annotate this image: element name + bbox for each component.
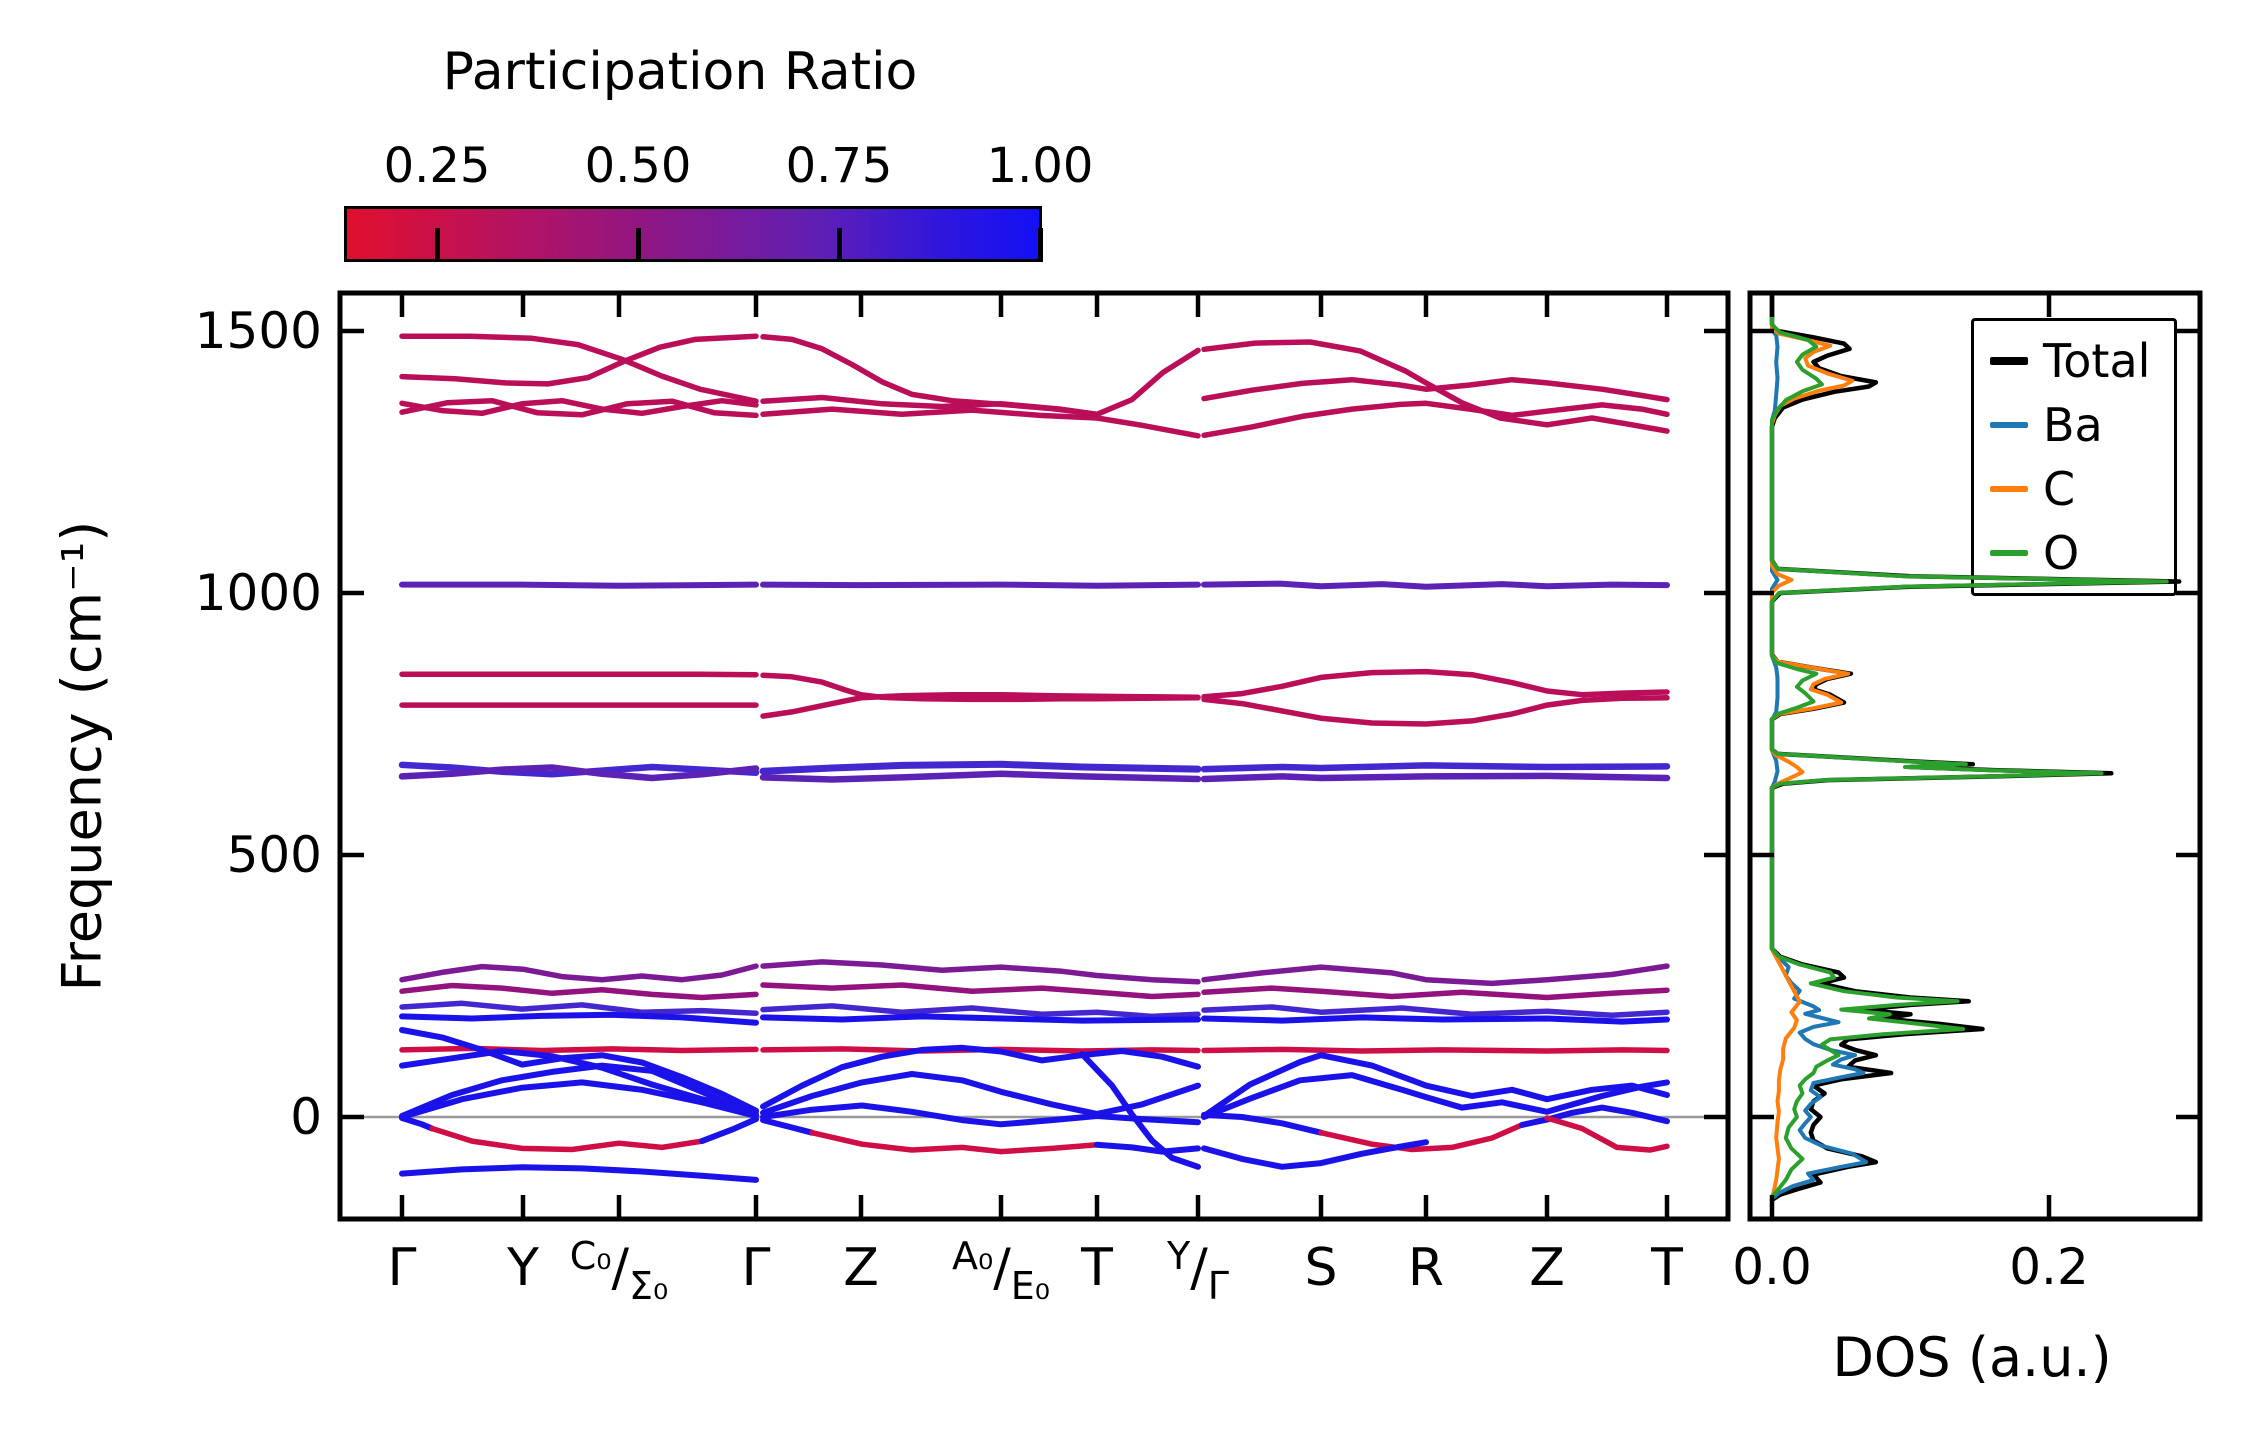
colorbar-tick-label: 0.75	[785, 138, 893, 194]
kpoint-label: Y	[507, 1238, 539, 1298]
frequency-tick-label: 1000	[194, 564, 322, 622]
kpoint-label: Γ	[387, 1238, 417, 1298]
colorbar-tick	[1038, 228, 1043, 262]
legend-item-c: C	[1990, 466, 2174, 512]
legend-item-o: O	[1990, 530, 2174, 576]
legend-item-ba: Ba	[1990, 402, 2174, 448]
kpoint-label: Z	[843, 1238, 879, 1298]
kpoint-label: R	[1407, 1238, 1445, 1298]
frequency-tick-label: 1500	[194, 302, 322, 360]
kpoint-label: Γ	[741, 1238, 771, 1298]
kpoint-label: C₀/Σ₀	[569, 1234, 669, 1308]
colorbar-title: Participation Ratio	[442, 42, 918, 102]
colorbar-tick-label: 1.00	[986, 138, 1094, 194]
kpoint-label: S	[1304, 1238, 1338, 1298]
dos-axis-label: DOS (a.u.)	[1832, 1326, 2112, 1389]
legend-line-swatch-c	[1990, 486, 2028, 492]
colorbar-tick-label: 0.25	[383, 138, 491, 194]
colorbar-tick-label: 0.50	[584, 138, 692, 194]
kpoint-label: Y/Γ	[1167, 1234, 1229, 1308]
colorbar-tick	[636, 228, 641, 262]
legend-label-c: C	[2043, 462, 2076, 516]
kpoint-label: T	[1081, 1238, 1113, 1298]
frequency-axis-label: Frequency (cm⁻¹)	[50, 520, 114, 992]
legend-label-o: O	[2043, 526, 2080, 580]
kpoint-label: T	[1651, 1238, 1683, 1298]
dos-tick-label: 0.2	[2009, 1238, 2089, 1296]
dos-legend: Total Ba C O	[1971, 318, 2177, 596]
legend-item-total: Total	[1990, 338, 2174, 384]
dos-tick-label: 0.0	[1732, 1238, 1812, 1296]
colorbar-tick	[435, 228, 440, 262]
colorbar-tick	[837, 228, 842, 262]
frequency-tick-label: 500	[226, 826, 322, 884]
legend-label-total: Total	[2043, 334, 2151, 388]
legend-line-swatch-o	[1990, 550, 2028, 556]
kpoint-label: Z	[1529, 1238, 1565, 1298]
colorbar-gradient-bar	[344, 206, 1042, 262]
frequency-tick-label: 0	[290, 1088, 322, 1146]
legend-label-ba: Ba	[2043, 398, 2103, 452]
legend-line-swatch-total	[1990, 357, 2028, 365]
legend-line-swatch-ba	[1990, 422, 2028, 428]
kpoint-label: A₀/E₀	[951, 1234, 1051, 1308]
